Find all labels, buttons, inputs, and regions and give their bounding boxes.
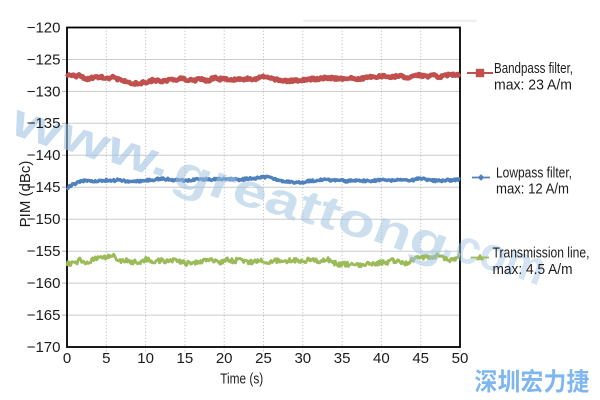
svg-text:−125: −125	[27, 51, 61, 68]
svg-text:−135: −135	[27, 115, 61, 132]
svg-text:max: 12 A/m: max: 12 A/m	[496, 182, 569, 198]
svg-text:40: 40	[373, 350, 390, 367]
svg-text:45: 45	[412, 350, 429, 367]
svg-text:Time (s): Time (s)	[220, 371, 263, 388]
svg-text:−155: −155	[27, 243, 61, 260]
svg-text:50: 50	[452, 350, 469, 367]
svg-text:15: 15	[177, 350, 194, 367]
svg-text:−140: −140	[27, 147, 61, 164]
svg-text:35: 35	[334, 350, 351, 367]
svg-text:5: 5	[102, 350, 110, 367]
svg-text:−130: −130	[27, 83, 61, 100]
svg-text:Transmission line,: Transmission line,	[493, 246, 590, 262]
svg-text:−170: −170	[27, 339, 61, 356]
svg-text:Lowpass filter,: Lowpass filter,	[496, 165, 572, 181]
svg-text:−120: −120	[27, 19, 61, 36]
svg-text:25: 25	[255, 350, 272, 367]
svg-text:max: 4.5 A/m: max: 4.5 A/m	[493, 262, 573, 278]
svg-text:−145: −145	[27, 179, 61, 196]
svg-text:0: 0	[63, 350, 71, 367]
svg-text:10: 10	[137, 350, 154, 367]
svg-text:PIM (dBc): PIM (dBc)	[17, 161, 34, 228]
svg-text:Bandpass filter,: Bandpass filter,	[494, 61, 573, 77]
svg-text:−165: −165	[27, 307, 61, 324]
svg-text:30: 30	[294, 350, 311, 367]
svg-text:−160: −160	[27, 275, 61, 292]
svg-text:max: 23 A/m: max: 23 A/m	[494, 77, 572, 93]
svg-text:20: 20	[216, 350, 233, 367]
svg-text:−150: −150	[27, 211, 61, 228]
